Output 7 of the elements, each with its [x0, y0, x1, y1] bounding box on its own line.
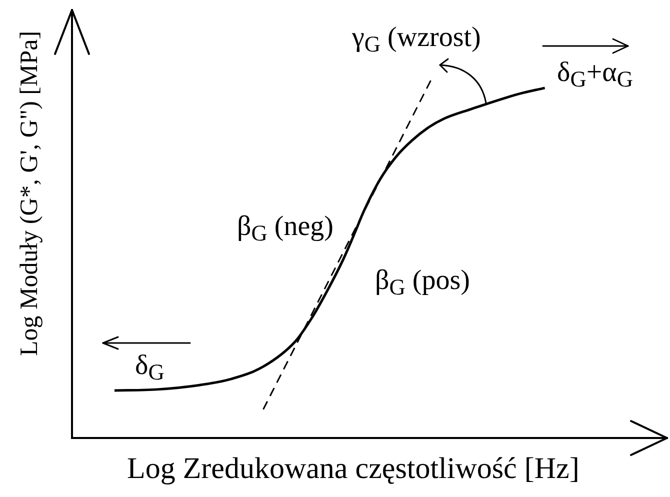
x-axis-title: Log Zredukowana częstotliwość [Hz]	[127, 452, 580, 485]
annotation: β$_{G}$ (neg)	[237, 211, 334, 246]
annotation: δ$_{G}$	[135, 350, 164, 385]
annotation: β$_{G}$ (pos)	[375, 265, 470, 300]
annotation: δ$_{G}$+α$_{G}$	[557, 57, 634, 92]
text: γ$_{G}$ (wzrost)	[352, 22, 481, 57]
y-axis-title: Log Moduły (G*, G', G") [MPa]	[16, 30, 43, 356]
